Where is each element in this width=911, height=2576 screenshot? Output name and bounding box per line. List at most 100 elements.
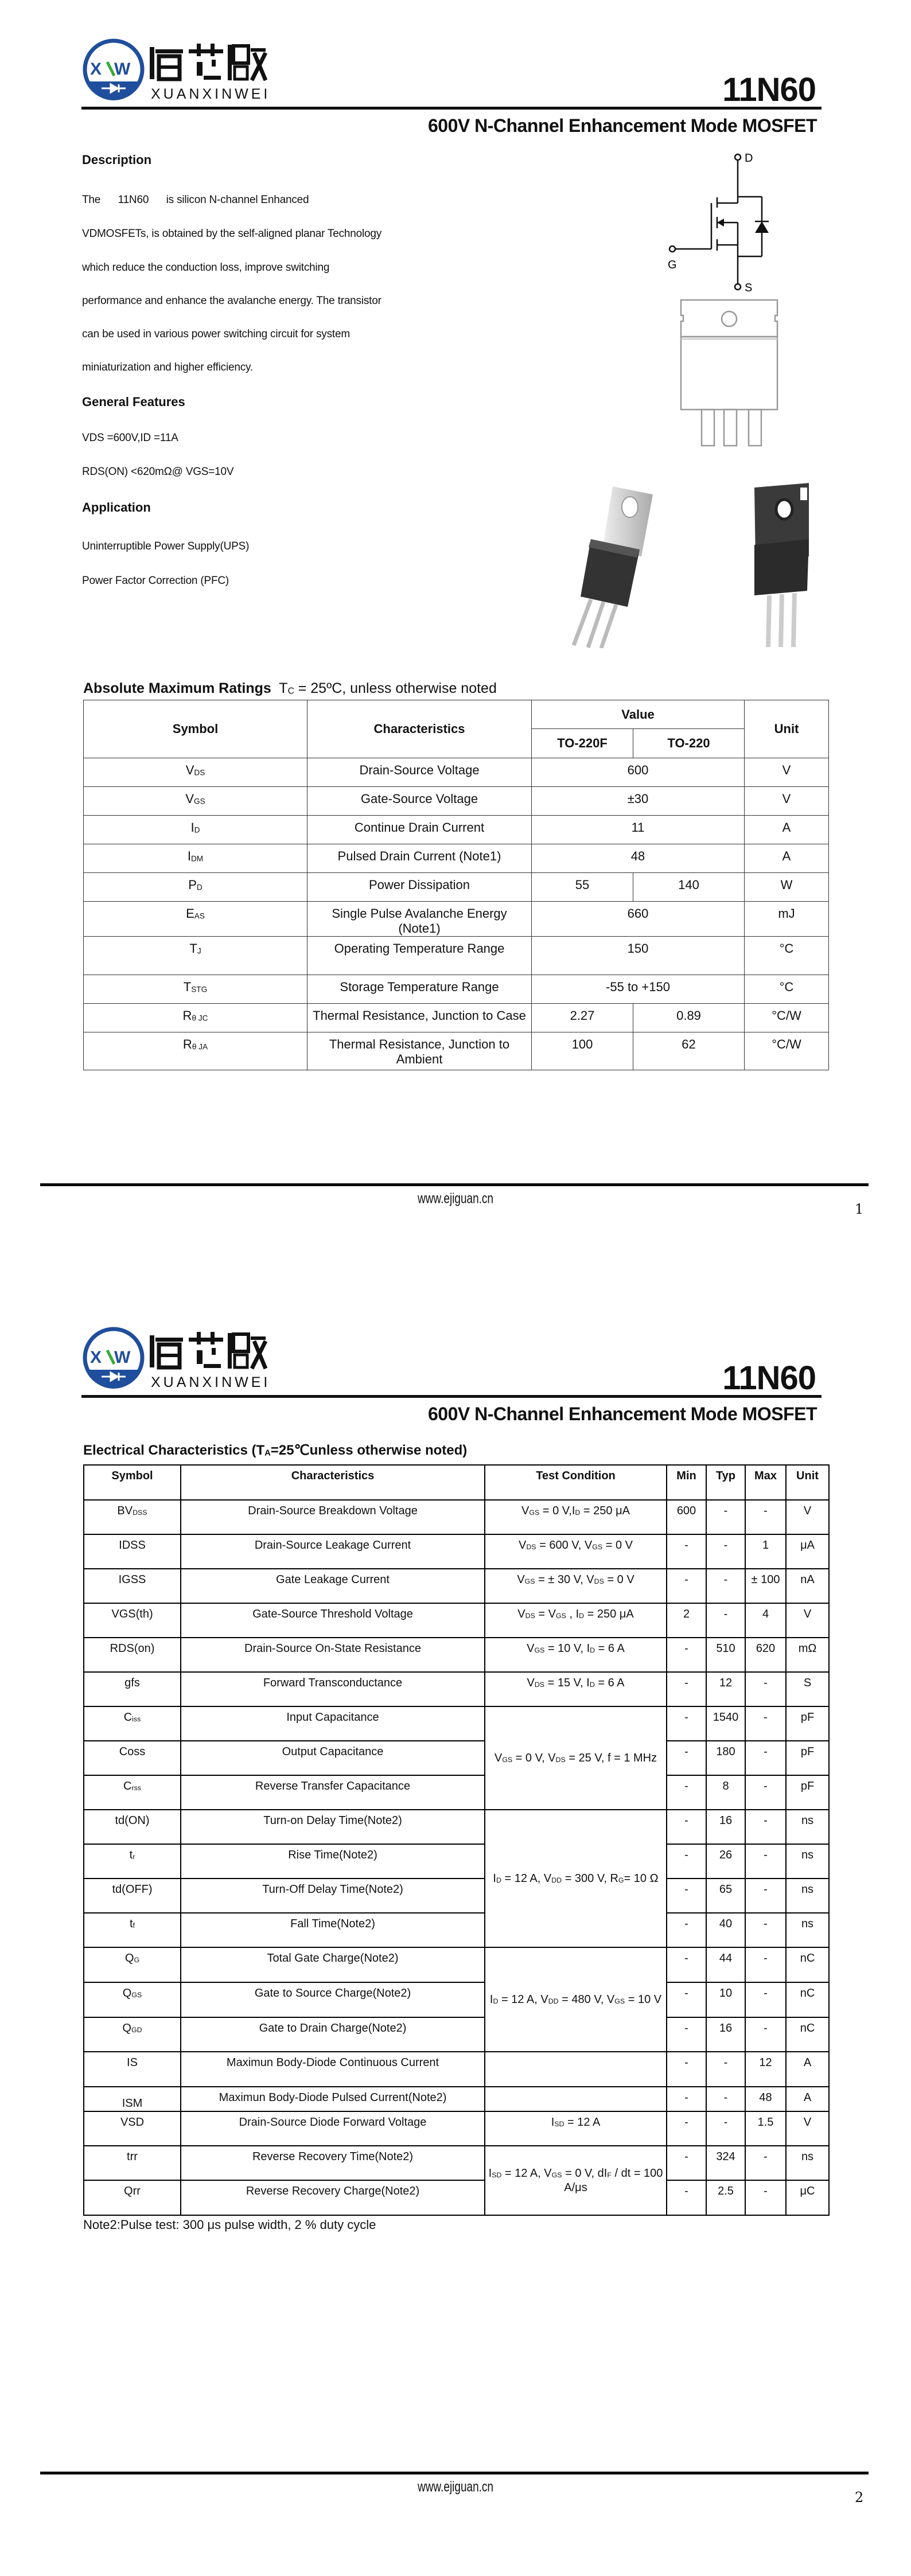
unit-cell: pF	[785, 1740, 830, 1776]
symbol: I	[187, 849, 191, 863]
symbol-subscript: D	[196, 883, 203, 892]
symbol-subscript: GS	[194, 797, 205, 806]
table-row: trr Reverse Recovery Time(Note2) ISD = 12 …	[83, 2145, 830, 2216]
description-line: which reduce the conduction loss, improv…	[82, 262, 330, 274]
symbol: T	[183, 980, 192, 994]
column-header: Typ	[706, 1464, 746, 1501]
symbol-subscript: θ JA	[192, 1042, 208, 1051]
text-segment: C	[123, 1780, 132, 1792]
table-row: PD Power Dissipation 55 140 W	[83, 872, 830, 902]
min-cell: -	[666, 2180, 707, 2216]
characteristic-cell: Operating Temperature Range	[307, 936, 532, 975]
subscript: D	[496, 1876, 501, 1884]
unit-cell: ns	[785, 1878, 830, 1914]
max-cell: -	[745, 1947, 787, 1983]
symbol-cell: IGSS	[83, 1568, 181, 1604]
unit-cell: A	[785, 2086, 830, 2112]
column-header: Test Condition	[484, 1464, 667, 1501]
text-segment: = 250 μA	[580, 1505, 630, 1517]
text-segment: = 10 Ω	[624, 1872, 659, 1885]
subscript: DD	[551, 1876, 562, 1884]
subscript: GS	[592, 1543, 603, 1552]
subscript: DS	[526, 1543, 536, 1552]
test-condition-cell: VDS = 15 V, ID = 6 A	[484, 1671, 667, 1707]
typ-cell: -	[706, 1568, 746, 1604]
min-cell: -	[666, 1568, 707, 1604]
xuanxinwei-logo: X W XUANXINWEI	[83, 1327, 267, 1390]
min-cell: -	[666, 1809, 707, 1845]
test-condition-cell: VDS = VGS , ID = 250 μA	[484, 1603, 667, 1638]
table-row: QGD Gate to Drain Charge(Note2) -16- nC	[83, 2017, 830, 2052]
unit-cell: mJ	[744, 901, 830, 937]
text-segment: = 12 A, V	[498, 1993, 548, 2006]
min-cell: -	[666, 2017, 707, 2052]
unit-cell: pF	[785, 1775, 830, 1810]
characteristic-cell: Drain-Source Leakage Current	[180, 1534, 485, 1569]
gate-label: G	[668, 259, 677, 271]
unit-cell: pF	[785, 1706, 830, 1741]
header-characteristics: Characteristics	[307, 700, 532, 758]
max-cell: -	[745, 1499, 787, 1535]
subscript: rss	[131, 1784, 141, 1792]
typ-cell: -	[706, 2111, 746, 2146]
unit-cell: V	[785, 2111, 830, 2146]
unit-cell: °C/W	[744, 1032, 830, 1070]
value-cell: 150	[531, 936, 745, 975]
characteristic-cell: Gate to Drain Charge(Note2)	[180, 2017, 485, 2052]
min-cell: -	[666, 1912, 707, 1948]
page-1: X W XUANXINWEI 11N60 600V N-Channel Enha…	[40, 38, 869, 1217]
text-segment: Electrical Characteristics (T	[83, 1443, 265, 1458]
max-cell: -	[745, 1775, 787, 1810]
unit-cell: nC	[785, 1947, 830, 1983]
part-subtitle: 600V N-Channel Enhancement Mode MOSFET	[428, 1404, 817, 1424]
feature-item: VDS =600V,ID =11A	[82, 432, 178, 444]
characteristic-cell: Gate to Source Charge(Note2)	[180, 1982, 485, 2018]
unit-cell: V	[744, 786, 830, 816]
text-segment: / dt = 100 A/μs	[564, 2166, 663, 2194]
value-to220-cell: 140	[632, 872, 745, 902]
footer-rule	[40, 2472, 869, 2474]
text-segment: IS	[127, 2056, 138, 2069]
text-segment: = 0 V, V	[512, 1751, 556, 1764]
symbol-cell: td(ON)	[83, 1809, 181, 1845]
description-line: can be used in various power switching c…	[82, 328, 350, 340]
text-segment: = 0 V	[604, 1573, 634, 1586]
min-cell: -	[666, 2051, 707, 2087]
test-condition-cell: ID = 12 A, VDD = 480 V, VGS = 10 V	[484, 1947, 667, 2052]
symbol-subscript: θ JC	[192, 1014, 208, 1023]
description-line: The 11N60 is silicon N-channel Enhanced	[82, 194, 309, 206]
value-to220-cell: 62	[632, 1032, 745, 1070]
part-number: 11N60	[722, 1359, 816, 1397]
svg-text:X: X	[90, 1348, 102, 1367]
subscript: F	[607, 2170, 612, 2179]
unit-cell: V	[785, 1499, 830, 1535]
typ-cell: 2.5	[706, 2180, 746, 2216]
table-row: tf Fall Time(Note2) -40- ns	[83, 1912, 830, 1948]
table-row: EAS Single Pulse Avalanche Energy (Note1)…	[83, 901, 830, 937]
text-segment: = 12 A, V	[501, 2166, 552, 2180]
typ-cell: 8	[706, 1775, 746, 1810]
table-row: gfs Forward Transconductance VDS = 15 V, I…	[83, 1671, 830, 1707]
characteristic-cell: Fall Time(Note2)	[180, 1912, 485, 1948]
min-cell: -	[666, 1671, 707, 1707]
max-cell: -	[745, 1706, 787, 1741]
text-segment: V	[517, 1608, 525, 1620]
footer-url[interactable]: www.ejiguan.cn	[417, 2479, 494, 2495]
symbol-cell: Qrr	[83, 2180, 181, 2216]
characteristic-cell: Continue Drain Current	[307, 815, 532, 844]
subscript: GS	[534, 1646, 545, 1655]
min-cell: -	[666, 1740, 707, 1776]
subscript: GS	[556, 1612, 566, 1620]
characteristic-cell: Drain-Source Diode Forward Voltage	[180, 2111, 485, 2146]
subscript: GS	[131, 1991, 142, 2000]
subscript: G	[134, 1956, 140, 1965]
min-cell: -	[666, 1775, 707, 1810]
footer-url[interactable]: www.ejiguan.cn	[417, 1191, 494, 1207]
text-segment: C	[123, 1711, 133, 1724]
unit-cell: μA	[785, 1534, 830, 1569]
table-row: td(OFF) Turn-Off Delay Time(Note2) -65- ns	[83, 1878, 830, 1914]
typ-cell: 40	[706, 1912, 746, 1948]
subscript: f	[133, 1922, 135, 1930]
subscript: GS	[614, 1997, 625, 2005]
text-segment: = 0 V	[602, 1539, 633, 1552]
